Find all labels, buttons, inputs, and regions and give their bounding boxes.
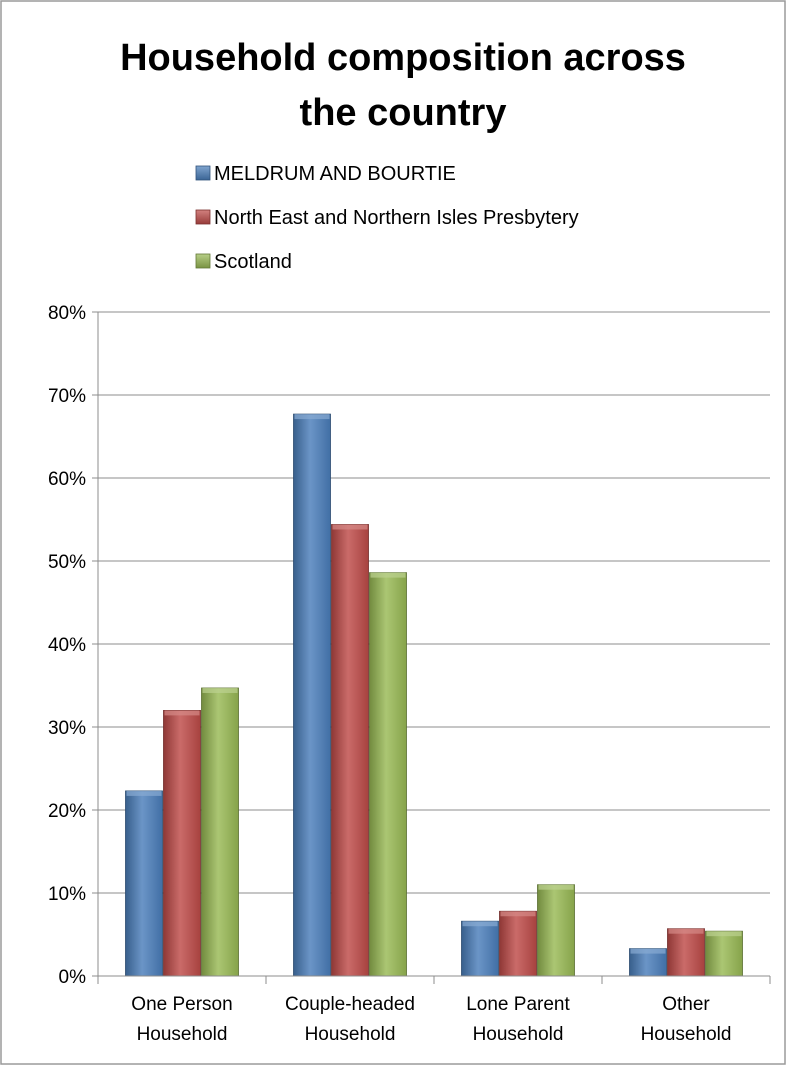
chart-title-line-2: the country: [300, 92, 507, 134]
y-tick-label-3: 30%: [48, 718, 86, 739]
x-tick-label-1-line-0: Couple-headed: [285, 994, 415, 1015]
bar-cap-0-0: [126, 790, 162, 796]
bar-cap-0-1: [164, 710, 200, 716]
bar-3-1: [667, 928, 705, 977]
bar-1-0: [293, 413, 331, 977]
y-tick-label-1: 10%: [48, 884, 86, 905]
bar-0-1: [163, 710, 201, 977]
bar-cap-2-1: [500, 911, 536, 917]
legend-label-0: MELDRUM AND BOURTIE: [214, 163, 456, 185]
x-tick-label-0-line-1: Household: [137, 1024, 228, 1045]
bar-cap-3-0: [630, 948, 666, 954]
bar-cap-3-2: [706, 931, 742, 937]
bar-1-1: [331, 524, 369, 977]
y-tick-label-8: 80%: [48, 303, 86, 324]
y-tick-label-5: 50%: [48, 552, 86, 573]
bar-cap-2-2: [538, 884, 574, 890]
legend: MELDRUM AND BOURTIE North East and Northe…: [195, 163, 579, 273]
chart-title-line-1: Household composition across: [120, 37, 686, 79]
bars-layer: [125, 413, 743, 977]
grid-layer: [98, 311, 770, 894]
legend-swatch-2: [195, 253, 211, 269]
bar-cap-1-0: [294, 414, 330, 420]
axis-layer: 0% 10% 20% 30% 40% 50% 60% 70% 80% One Person Hous…: [48, 303, 771, 1045]
legend-label-2: Scotland: [214, 251, 292, 273]
bar-cap-0-2: [202, 687, 238, 693]
bar-3-2: [705, 930, 743, 977]
x-tick-label-2-line-0: Lone Parent: [466, 994, 570, 1015]
bar-cap-1-1: [332, 524, 368, 530]
y-tick-label-0: 0%: [59, 967, 87, 988]
bar-cap-2-0: [462, 921, 498, 927]
x-tick-label-1-line-1: Household: [305, 1024, 396, 1045]
legend-label-1: North East and Northern Isles Presbytery: [214, 207, 579, 229]
bar-0-2: [201, 687, 239, 977]
y-tick-label-2: 20%: [48, 801, 86, 822]
legend-swatch-0: [195, 165, 211, 181]
bar-2-0: [461, 920, 499, 977]
x-tick-label-2-line-1: Household: [473, 1024, 564, 1045]
x-tick-label-3-line-0: Other: [662, 994, 710, 1015]
bar-cap-1-2: [370, 572, 406, 578]
bar-0-0: [125, 790, 163, 977]
x-tick-label-3-line-1: Household: [641, 1024, 732, 1045]
bar-2-1: [499, 910, 537, 977]
x-tick-label-0-line-0: One Person: [131, 994, 232, 1015]
y-tick-label-7: 70%: [48, 386, 86, 407]
y-tick-label-6: 60%: [48, 469, 86, 490]
bar-1-2: [369, 572, 407, 977]
y-tick-label-4: 40%: [48, 635, 86, 656]
bar-2-2: [537, 884, 575, 977]
bar-cap-3-1: [668, 928, 704, 934]
legend-swatch-1: [195, 209, 211, 225]
